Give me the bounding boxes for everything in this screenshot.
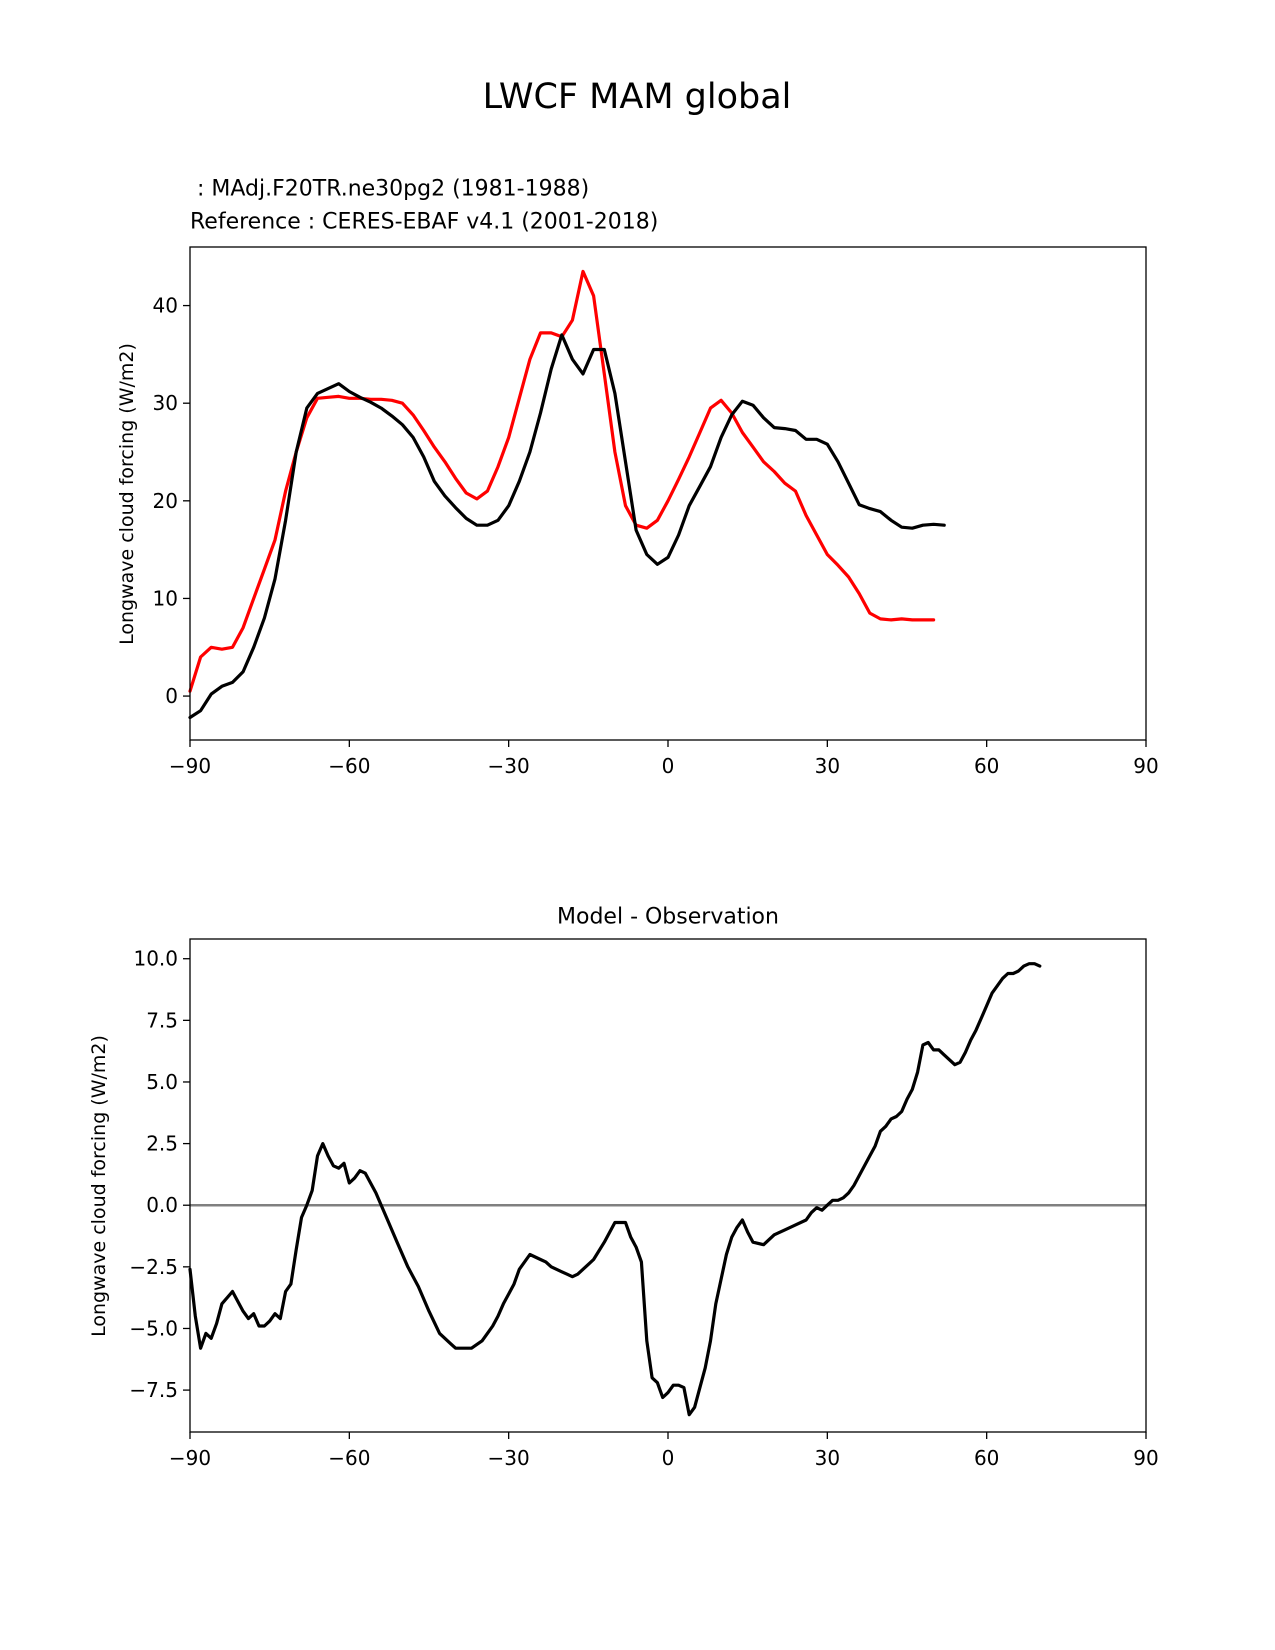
top-y-axis-label: Longwave cloud forcing (W/m2) [116,343,138,645]
top-panel: : MAdj.F20TR.ne30pg2 (1981-1988) Referen… [116,177,1159,779]
top-x-tick-label: −90 [169,754,211,778]
bottom-x-tick-label: 30 [815,1446,840,1470]
bottom-panel: Model - Observation Longwave cloud forci… [88,905,1159,1471]
bottom-y-tick-label: 0.0 [146,1193,178,1217]
test-case-label: : MAdj.F20TR.ne30pg2 (1981-1988) [190,177,589,202]
bottom-y-tick-label: 2.5 [146,1132,178,1156]
top-x-tick-label: 90 [1133,754,1158,778]
top-y-tick-label: 30 [153,391,178,415]
top-test-line [188,333,946,720]
bottom-y-tick-label: −2.5 [129,1255,178,1279]
top-x-tick-label: 30 [815,754,840,778]
top-y-tick-label: 0 [165,684,178,708]
bottom-x-tick-label: −90 [169,1446,211,1470]
top-y-tick-label: 20 [153,489,178,513]
top-y-tick-label: 40 [153,294,178,318]
bottom-y-tick-label: 5.0 [146,1070,178,1094]
difference-title: Model - Observation [557,905,779,930]
bottom-x-tick-label: 90 [1133,1446,1158,1470]
figure-title: LWCF MAM global [483,77,792,117]
top-series-lines [188,269,946,720]
reference-case-label: Reference : CERES-EBAF v4.1 (2001-2018) [190,210,658,235]
bottom-plot-frame [189,938,1147,1433]
top-x-tick-label: 0 [662,754,675,778]
top-plot-frame [189,246,1147,741]
bottom-y-tick-label: −7.5 [129,1378,178,1402]
bottom-series-lines [188,962,1146,1417]
bottom-difference-line [188,962,1042,1417]
bottom-axis-ticks: −90 −60 −30 0 30 60 90 −7.5 −5.0 −2.5 0.0 2.5 5.0 7.5… [129,947,1158,1470]
bottom-x-tick-label: −30 [488,1446,530,1470]
bottom-x-tick-label: −60 [328,1446,370,1470]
bottom-y-tick-label: 10.0 [133,947,178,971]
top-x-tick-label: −60 [328,754,370,778]
bottom-y-tick-label: 7.5 [146,1008,178,1032]
bottom-x-tick-label: 60 [974,1446,999,1470]
top-x-tick-label: 60 [974,754,999,778]
top-x-tick-label: −30 [488,754,530,778]
bottom-x-tick-label: 0 [662,1446,675,1470]
top-axis-ticks: −90 −60 −30 0 30 60 90 0 10 20 30 40 [153,294,1159,778]
bottom-y-axis-label: Longwave cloud forcing (W/m2) [88,1035,110,1337]
top-y-tick-label: 10 [153,586,178,610]
bottom-y-tick-label: −5.0 [129,1316,178,1340]
